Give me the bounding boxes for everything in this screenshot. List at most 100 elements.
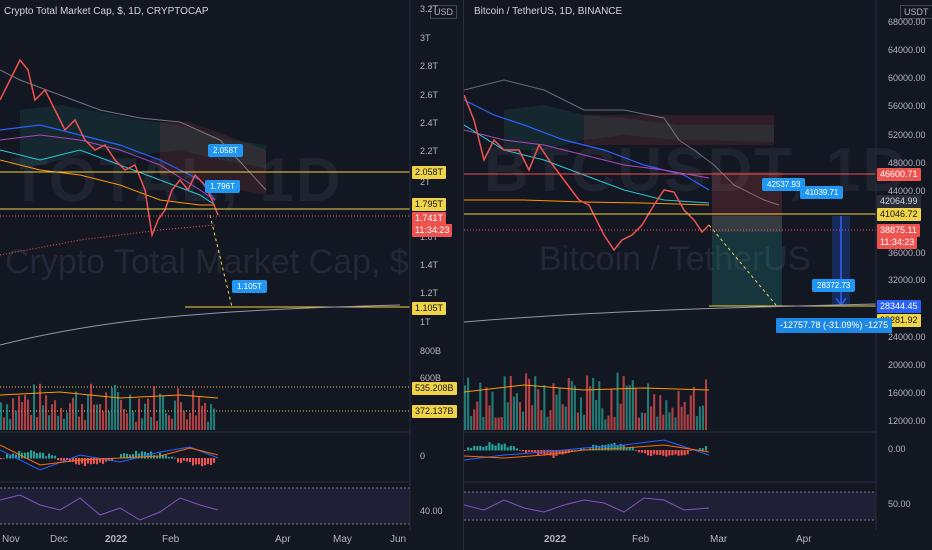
- y-tick: 64000.00: [888, 45, 926, 55]
- macd-histogram-bar: [640, 450, 644, 453]
- volume-bar: [111, 387, 114, 430]
- callout-bubble[interactable]: 2.058T: [208, 144, 243, 157]
- macd-histogram-bar: [210, 458, 213, 466]
- volume-bar: [662, 414, 665, 430]
- macd-histogram-bar: [75, 458, 78, 465]
- macd-histogram-bar: [488, 442, 491, 451]
- volume-bar: [120, 399, 123, 430]
- right-chart-title: Bitcoin / TetherUS, 1D, BINANCE: [474, 6, 623, 17]
- level-mid-tag: 1.795T: [412, 198, 447, 211]
- level-tag: 41046.72: [877, 208, 921, 221]
- volume-bar: [604, 419, 607, 430]
- volume-bar: [138, 398, 141, 430]
- volume-bar: [488, 405, 491, 430]
- volume-bar: [616, 372, 619, 430]
- macd-histogram-bar: [63, 458, 66, 462]
- volume-bar: [607, 415, 610, 430]
- callout-bubble[interactable]: 41039.71: [800, 186, 844, 199]
- volume-bar: [78, 416, 81, 430]
- left-chart-canvas[interactable]: [0, 0, 463, 550]
- macd-histogram-bar: [534, 450, 537, 454]
- macd-histogram-bar: [467, 447, 470, 451]
- macd-histogram-bar: [183, 458, 186, 461]
- callout-bubble[interactable]: 42537.93: [762, 178, 806, 191]
- macd-histogram-bar: [485, 445, 488, 451]
- volume-bar: [3, 417, 6, 430]
- macd-histogram-bar: [576, 449, 579, 451]
- volume-bar: [540, 410, 543, 430]
- macd-histogram-bar: [174, 457, 177, 459]
- volume-bar: [500, 416, 503, 430]
- y-tick: 12000.00: [888, 416, 926, 426]
- y-tick: 20000.00: [888, 360, 926, 370]
- volume-bar: [126, 413, 129, 430]
- volume-bar: [93, 404, 96, 430]
- macd-histogram-bar: [66, 458, 69, 461]
- volume-bar: [165, 412, 168, 430]
- macd-histogram-bar: [138, 453, 141, 459]
- y-tick: 1T: [420, 317, 431, 327]
- volume-bar: [631, 380, 634, 430]
- macd-histogram-bar: [634, 450, 637, 451]
- callout-bubble[interactable]: 28372.73: [812, 279, 856, 292]
- panel-divider[interactable]: [463, 0, 464, 550]
- macd-histogram-bar: [51, 455, 54, 459]
- macd-histogram-bar: [78, 458, 81, 465]
- target-level-tag: 1.105T: [412, 302, 447, 315]
- macd-histogram-bar: [120, 454, 123, 459]
- right-chart-canvas[interactable]: [464, 0, 932, 550]
- target-level-tag: 28344.45: [877, 300, 921, 313]
- callout-bubble[interactable]: 1.796T: [205, 180, 240, 193]
- volume-bar: [674, 417, 677, 430]
- volume-bar: [51, 404, 54, 430]
- macd-histogram-bar: [54, 455, 57, 459]
- macd-histogram-bar: [671, 450, 674, 456]
- volume-bar: [592, 377, 595, 430]
- volume-bar: [36, 417, 39, 430]
- x-tick: Mar: [710, 534, 728, 545]
- volume-bar: [24, 395, 27, 430]
- macd-histogram-bar: [99, 458, 102, 463]
- volume-bar: [579, 397, 583, 430]
- volume-bar: [677, 390, 680, 430]
- macd-histogram-bar: [72, 458, 75, 462]
- macd-histogram-bar: [610, 443, 613, 451]
- volume-bar: [512, 396, 515, 430]
- x-tick: Jun: [390, 534, 407, 545]
- volume-bar: [692, 386, 695, 430]
- left-currency-label[interactable]: USD: [430, 5, 458, 19]
- volume-bar: [497, 417, 500, 430]
- volume-bar: [198, 397, 201, 430]
- macd-histogram-bar: [479, 446, 482, 451]
- macd-histogram-bar: [677, 450, 680, 456]
- left-chart-panel[interactable]: TOTAL, 1D Crypto Total Market Cap, $: [0, 0, 463, 550]
- macd-histogram-bar: [102, 458, 105, 464]
- volume-bar: [63, 418, 66, 430]
- countdown-tag: 11:34:23: [412, 224, 453, 237]
- volume-bar: [525, 373, 528, 430]
- volume-bar: [39, 383, 42, 430]
- volume-bar: [686, 414, 689, 430]
- macd-histogram-bar: [126, 453, 129, 459]
- x-tick: Feb: [632, 534, 650, 545]
- volume-bar: [12, 398, 15, 430]
- volume-bar: [518, 402, 522, 430]
- macd-histogram-bar: [30, 450, 33, 459]
- volume-bar: [207, 421, 210, 430]
- macd-histogram-bar: [69, 458, 72, 462]
- macd-histogram-bar: [628, 447, 631, 451]
- right-chart-panel[interactable]: BTCUSDT, 1D Bitcoin / TetherUS: [464, 0, 932, 550]
- macd-histogram-bar: [619, 443, 622, 451]
- volume-bar: [671, 407, 674, 430]
- macd-histogram-bar: [42, 452, 45, 459]
- macd-histogram-bar: [162, 454, 165, 459]
- volume-bar: [558, 388, 561, 430]
- x-tick: Apr: [796, 534, 812, 545]
- macd-histogram-bar: [601, 444, 604, 451]
- macd-histogram-bar: [647, 450, 650, 456]
- callout-bubble[interactable]: 1.105T: [232, 280, 267, 293]
- volume-bar: [680, 406, 683, 430]
- volume-bar: [90, 383, 93, 430]
- y-tick: 48000.00: [888, 158, 926, 168]
- volume-ma-tag: 535.208B: [412, 382, 457, 395]
